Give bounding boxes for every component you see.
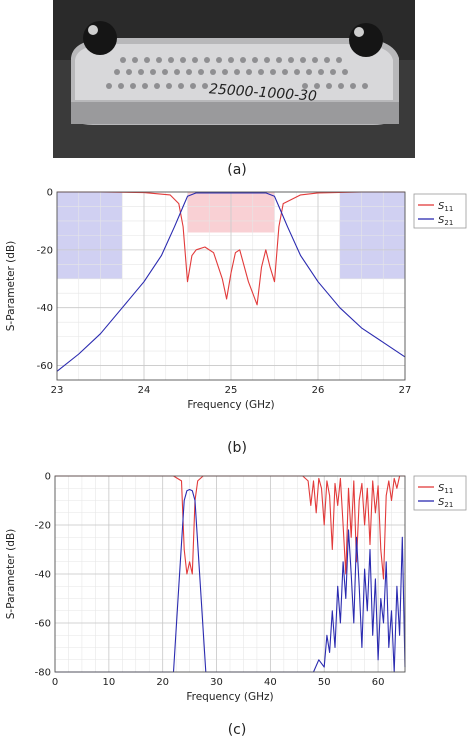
- chart-b: 23 24 25 26 27 0 -20 -40 -60 Frequency (GHz) S-Par…: [5, 188, 467, 411]
- x-axis-label: Frequency (GHz): [186, 691, 273, 703]
- x-tick-label: 25: [225, 385, 238, 396]
- legend-box: [413, 475, 467, 511]
- x-tick-label: 30: [210, 677, 223, 688]
- y-tick-label: -60: [37, 361, 53, 372]
- filter-photo: 25000-1000-30: [53, 0, 415, 158]
- photo-handwritten-label: 25000-1000-30: [208, 81, 317, 105]
- y-tick-label: 0: [45, 472, 51, 483]
- legend-label-s11: S11: [438, 483, 453, 495]
- ball-right: [349, 23, 383, 57]
- x-tick-label: 10: [102, 677, 115, 688]
- series-line-s11: [57, 191, 405, 306]
- y-tick-label: -40: [35, 570, 51, 581]
- x-tick-label: 26: [312, 385, 325, 396]
- y-tick-label: -40: [37, 303, 53, 314]
- chart-c: 0 10 20 30 40 50 60 0 -20 -40 -60 -80 Frequency (GHz…: [5, 472, 467, 703]
- legend-label-s11: S11: [438, 201, 453, 213]
- y-axis-label: S-Parameter (dB): [5, 241, 17, 331]
- y-tick-label: -20: [35, 521, 51, 532]
- x-tick-label: 23: [51, 385, 64, 396]
- legend-label-s21: S21: [438, 215, 453, 227]
- axes-frame: [56, 191, 406, 381]
- y-tick-label: -60: [35, 619, 51, 630]
- y-tick-label: 0: [47, 188, 53, 199]
- x-tick-label: 27: [399, 385, 412, 396]
- legend-label-s21: S21: [438, 497, 453, 509]
- series-line-s11: [55, 475, 405, 580]
- x-tick-label: 0: [52, 677, 58, 688]
- y-tick-label: -80: [35, 668, 51, 679]
- axes-frame: [54, 475, 406, 673]
- legend-box: [413, 193, 467, 229]
- ball-left: [83, 21, 117, 55]
- x-tick-label: 20: [156, 677, 169, 688]
- x-tick-label: 50: [318, 677, 331, 688]
- series-line-s21: [56, 192, 406, 372]
- caption-c: (c): [227, 722, 247, 738]
- x-tick-label: 24: [138, 385, 151, 396]
- x-tick-label: 60: [372, 677, 385, 688]
- series-line-s21: [55, 488, 406, 673]
- y-tick-label: -20: [37, 245, 53, 256]
- x-axis-label: Frequency (GHz): [187, 399, 274, 411]
- caption-a: (a): [227, 162, 247, 178]
- y-axis-label: S-Parameter (dB): [5, 529, 17, 619]
- caption-b: (b): [227, 440, 247, 456]
- x-tick-label: 40: [264, 677, 277, 688]
